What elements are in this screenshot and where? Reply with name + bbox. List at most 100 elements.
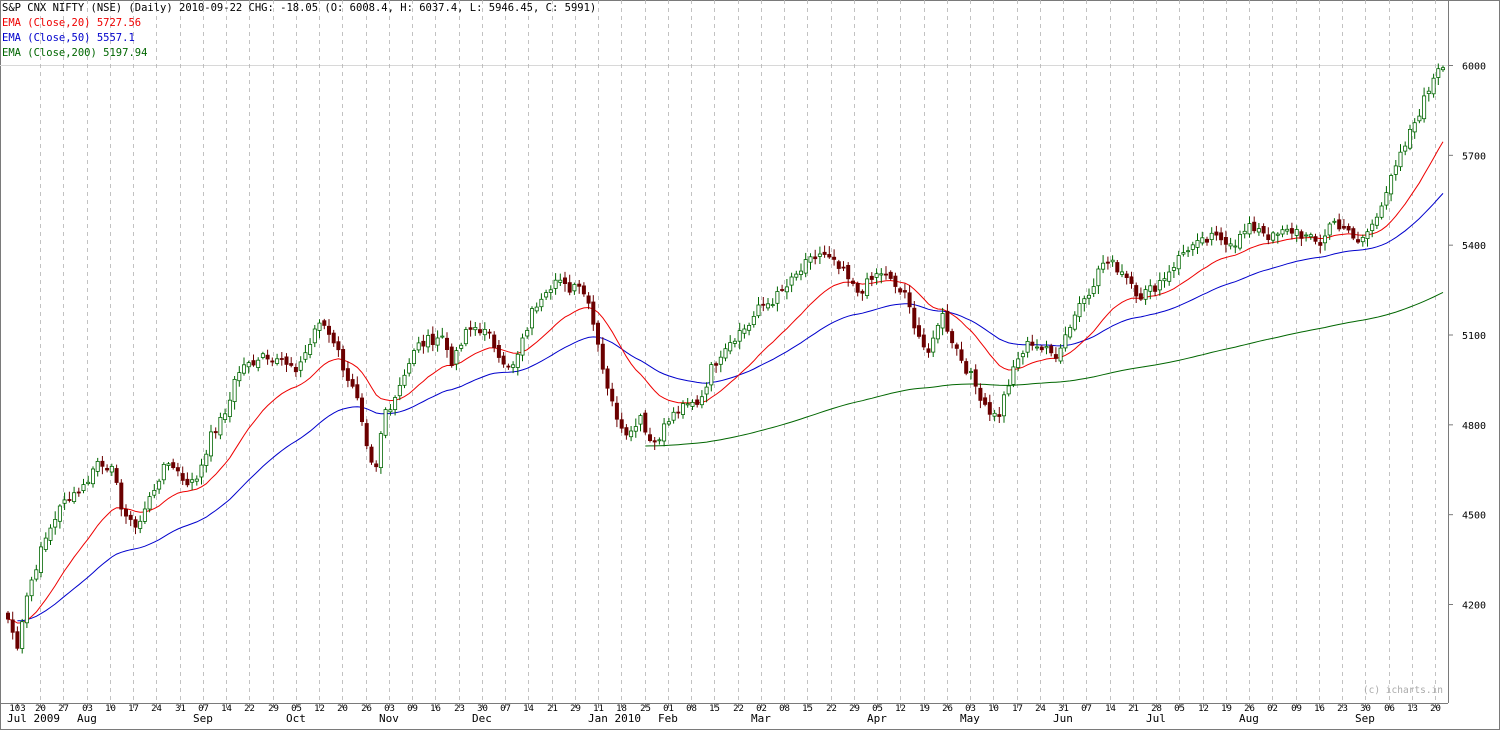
candle xyxy=(426,329,431,353)
date-label: 30 xyxy=(1360,704,1371,714)
candle xyxy=(662,418,667,447)
candle xyxy=(345,361,350,388)
candle xyxy=(983,393,988,407)
candle xyxy=(666,418,671,426)
candle-body xyxy=(1101,262,1106,270)
candle xyxy=(832,249,837,266)
candle xyxy=(10,611,15,640)
candle xyxy=(515,351,520,376)
candle-body xyxy=(284,356,289,365)
candle xyxy=(378,431,383,474)
candle-body xyxy=(1308,234,1313,238)
candle-body xyxy=(62,499,67,504)
legend-ema20: EMA (Close,20) 5727.56 xyxy=(2,16,596,31)
candle xyxy=(737,322,742,350)
candle xyxy=(1181,244,1186,257)
candle-body xyxy=(718,356,723,365)
ema20-line xyxy=(7,141,1444,624)
date-label: 12 xyxy=(314,704,325,714)
candle-body xyxy=(241,364,246,374)
candle-body xyxy=(48,527,53,541)
candle-body xyxy=(964,361,969,374)
candle xyxy=(775,286,780,312)
date-label: 13 xyxy=(1407,704,1418,714)
candle xyxy=(1002,391,1007,423)
date-label: 23 xyxy=(1337,704,1348,714)
candle xyxy=(657,437,662,445)
candle-body xyxy=(232,378,237,402)
candle-body xyxy=(359,397,364,423)
candle-body xyxy=(1138,293,1143,300)
candle-body xyxy=(619,419,624,429)
month-label: Jul xyxy=(1146,712,1166,725)
candle-body xyxy=(525,329,530,337)
candle-body xyxy=(610,388,615,402)
candle xyxy=(869,272,874,287)
candle xyxy=(62,492,67,510)
legend-ema200-value: 5197.94 xyxy=(103,47,148,59)
candle-body xyxy=(72,492,77,503)
candle xyxy=(48,524,53,545)
candle-body xyxy=(1233,245,1238,248)
candle-body xyxy=(345,368,350,381)
candle xyxy=(1190,241,1195,256)
candle-body xyxy=(1318,242,1323,246)
candle xyxy=(473,322,478,336)
candle-body xyxy=(860,290,865,294)
candle-body xyxy=(1167,271,1172,282)
candle xyxy=(20,618,25,654)
candle xyxy=(548,285,553,300)
candle-body xyxy=(364,423,369,447)
candle-body xyxy=(652,440,657,443)
candle-body xyxy=(1252,221,1257,232)
candle xyxy=(180,466,185,485)
candle xyxy=(506,363,511,370)
candle xyxy=(841,261,846,271)
candle-body xyxy=(100,460,105,467)
candle xyxy=(1162,272,1167,288)
candle-body xyxy=(336,341,341,351)
candle-body xyxy=(1162,278,1167,282)
candle-body xyxy=(369,446,374,463)
date-label: 03 xyxy=(384,704,395,714)
candle-body xyxy=(784,286,789,293)
candle-body xyxy=(780,289,785,291)
candle-body xyxy=(34,569,39,580)
candle-body xyxy=(1370,223,1375,231)
candle-body xyxy=(1025,340,1030,353)
candle-body xyxy=(1002,394,1007,417)
legend-ema200: EMA (Close,200) 5197.94 xyxy=(2,46,596,61)
candle-body xyxy=(898,288,903,293)
candle-body xyxy=(1035,346,1040,349)
candle xyxy=(322,318,327,330)
candle-body xyxy=(1011,366,1016,385)
candle-body xyxy=(1134,285,1139,297)
candle xyxy=(1006,379,1011,397)
candle xyxy=(921,328,926,351)
candle-body xyxy=(199,464,204,478)
candle-body xyxy=(1403,145,1408,152)
candle-body xyxy=(935,324,940,340)
month-label: Dec xyxy=(472,712,492,725)
candle xyxy=(124,504,129,524)
instrument-summary: S&P CNX NIFTY (NSE) (Daily) 2010-09-22 C… xyxy=(2,2,597,14)
candle-body xyxy=(563,277,568,284)
grid-lines xyxy=(0,0,1448,703)
candle xyxy=(1393,160,1398,181)
candle-body xyxy=(1313,236,1318,242)
candle-body xyxy=(723,348,728,359)
candle xyxy=(1299,229,1304,246)
candle xyxy=(1403,141,1408,156)
candle xyxy=(53,511,58,535)
candle-body xyxy=(1341,225,1346,229)
candle xyxy=(1138,287,1143,301)
candle xyxy=(596,320,601,352)
candle-body xyxy=(884,273,889,276)
candle-body xyxy=(940,313,945,329)
legend-ema20-name: EMA (Close,20) xyxy=(2,17,91,29)
candle xyxy=(1280,225,1285,238)
candle-body xyxy=(865,278,870,296)
candle-body xyxy=(411,350,416,365)
candle-body xyxy=(766,303,771,309)
date-label: 20 xyxy=(1430,704,1441,714)
